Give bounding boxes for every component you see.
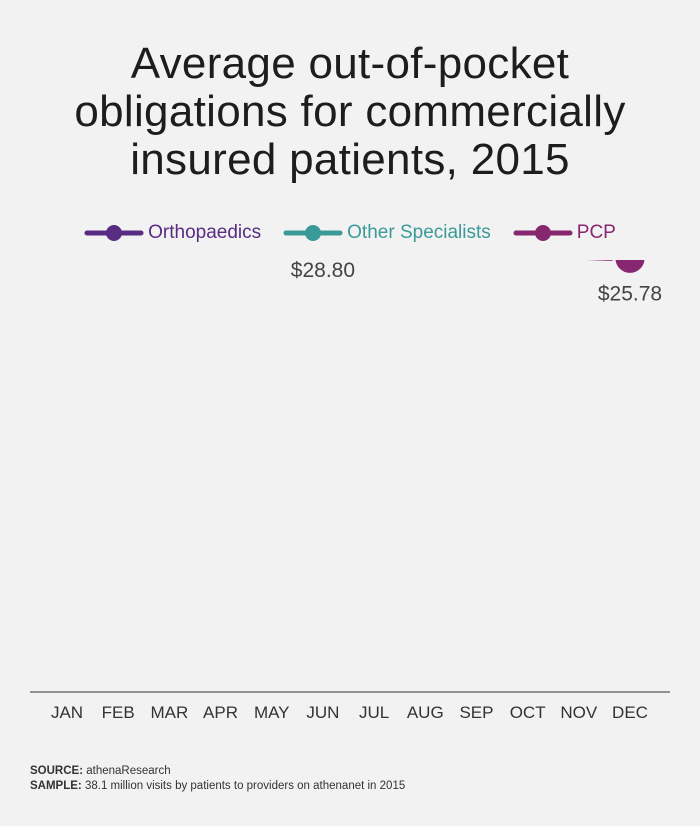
legend-label: PCP bbox=[576, 222, 616, 243]
title-line: obligations for commercially bbox=[74, 87, 626, 136]
legend-item: PCP bbox=[513, 222, 616, 244]
x-tick-label: APR bbox=[203, 703, 238, 722]
source-note: SOURCE: athenaResearch bbox=[30, 765, 171, 777]
x-tick-label: JUN bbox=[306, 703, 339, 722]
data-label: $28.80 bbox=[291, 260, 355, 282]
legend-label: Other Specialists bbox=[347, 222, 491, 243]
x-tick-label: DEC bbox=[612, 703, 648, 722]
chart-footer: SOURCE: athenaResearch SAMPLE: 38.1 mill… bbox=[30, 764, 405, 794]
legend-item: Orthopaedics bbox=[84, 222, 261, 244]
legend-swatch bbox=[513, 225, 573, 241]
x-tick-label: OCT bbox=[510, 703, 546, 722]
chart-legend: Orthopaedics Other Specialists PCP bbox=[0, 222, 700, 244]
title-line: insured patients, 2015 bbox=[130, 135, 570, 184]
line-chart: JANFEBMARAPRMAYJUNJULAUGSEPOCTNOVDEC$63.… bbox=[30, 260, 670, 722]
data-point bbox=[612, 260, 648, 276]
x-tick-label: JAN bbox=[51, 703, 83, 722]
sample-note: SAMPLE: 38.1 million visits by patients … bbox=[30, 780, 406, 792]
x-tick-label: FEB bbox=[102, 703, 135, 722]
legend-item: Other Specialists bbox=[283, 222, 491, 244]
chart-title: Average out-of-pocket obligations for co… bbox=[0, 40, 700, 184]
x-tick-label: MAR bbox=[150, 703, 188, 722]
x-tick-label: JUL bbox=[359, 703, 389, 722]
title-line: Average out-of-pocket bbox=[130, 39, 570, 88]
x-tick-label: MAY bbox=[254, 703, 290, 722]
legend-label: Orthopaedics bbox=[148, 222, 262, 243]
legend-swatch bbox=[84, 225, 144, 241]
data-label: $25.78 bbox=[598, 282, 662, 305]
x-tick-label: SEP bbox=[459, 703, 493, 722]
x-tick-label: AUG bbox=[407, 703, 444, 722]
x-tick-label: NOV bbox=[560, 703, 598, 722]
legend-swatch bbox=[283, 225, 343, 241]
